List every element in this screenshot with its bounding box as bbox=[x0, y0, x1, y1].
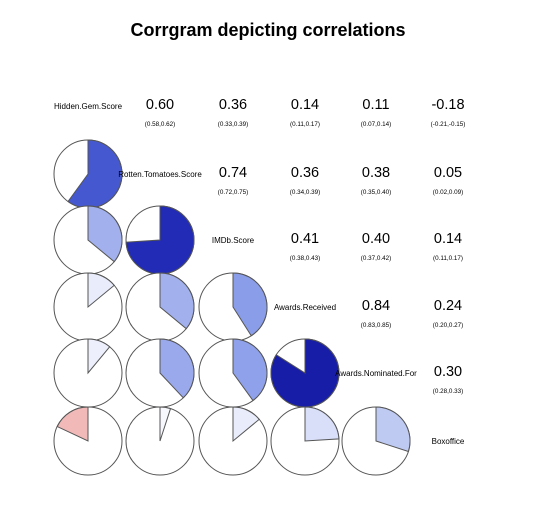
lower-panel-pies bbox=[53, 139, 411, 476]
correlation-value: 0.74 bbox=[219, 165, 247, 181]
correlation-value: 0.14 bbox=[291, 97, 319, 113]
corr-cell-IMDb.Score-Awards.Received: 0.41 (0.38,0.43) bbox=[290, 231, 320, 262]
diagonal-label: Awards.Received bbox=[274, 303, 336, 312]
confidence-interval: (0.37,0.42) bbox=[361, 255, 391, 262]
corr-cell-Hidden.Gem.Score-Awards.Nominated.For: 0.11 (0.07,0.14) bbox=[361, 97, 391, 128]
pie-slice bbox=[159, 406, 172, 442]
confidence-interval: (0.07,0.14) bbox=[361, 121, 391, 128]
correlation-value: 0.24 bbox=[434, 298, 462, 314]
pie-Awards.Nominated.For-IMDb.Score bbox=[198, 338, 268, 408]
pie-Boxoffice-Hidden.Gem.Score bbox=[53, 406, 123, 476]
pie-slice bbox=[87, 205, 123, 263]
corr-cell-Hidden.Gem.Score-Awards.Received: 0.14 (0.11,0.17) bbox=[290, 97, 320, 128]
diagonal-label: Boxoffice bbox=[432, 437, 465, 446]
confidence-interval: (0.34,0.39) bbox=[290, 189, 320, 196]
confidence-interval: (0.11,0.17) bbox=[433, 255, 463, 262]
confidence-interval: (0.58,0.62) bbox=[145, 121, 175, 128]
pie-Boxoffice-IMDb.Score bbox=[198, 406, 268, 476]
pie-Awards.Nominated.For-Hidden.Gem.Score bbox=[53, 338, 123, 408]
corr-cell-Hidden.Gem.Score-Rotten.Tomatoes.Score: 0.60 (0.58,0.62) bbox=[145, 97, 175, 128]
corr-cell-Hidden.Gem.Score-IMDb.Score: 0.36 (0.33,0.39) bbox=[218, 97, 248, 128]
pie-slice bbox=[87, 338, 111, 375]
corr-cell-IMDb.Score-Awards.Nominated.For: 0.40 (0.37,0.42) bbox=[361, 231, 391, 262]
correlation-value: 0.36 bbox=[219, 97, 247, 113]
confidence-interval: (0.35,0.40) bbox=[361, 189, 391, 196]
pie-Awards.Received-IMDb.Score bbox=[198, 272, 268, 342]
confidence-interval: (0.20,0.27) bbox=[433, 322, 463, 329]
pie-slice bbox=[56, 406, 89, 442]
correlation-value: 0.11 bbox=[362, 97, 389, 113]
pie-slice bbox=[304, 406, 340, 442]
pie-slice bbox=[232, 338, 268, 402]
pie-slice bbox=[87, 272, 115, 309]
confidence-interval: (0.11,0.17) bbox=[290, 121, 320, 128]
confidence-interval: (0.02,0.09) bbox=[433, 189, 463, 196]
confidence-interval: (0.83,0.85) bbox=[361, 322, 391, 329]
diagonal-label: Hidden.Gem.Score bbox=[54, 102, 123, 111]
confidence-interval: (0.28,0.33) bbox=[433, 388, 463, 395]
pie-Awards.Nominated.For-Awards.Received bbox=[270, 338, 340, 408]
pie-slice bbox=[270, 338, 340, 408]
pie-Boxoffice-Awards.Received bbox=[270, 406, 340, 476]
correlation-value: 0.30 bbox=[434, 364, 462, 380]
corr-cell-Rotten.Tomatoes.Score-Awards.Received: 0.36 (0.34,0.39) bbox=[290, 165, 320, 196]
pie-slice bbox=[125, 205, 195, 275]
corr-cell-Rotten.Tomatoes.Score-Boxoffice: 0.05 (0.02,0.09) bbox=[433, 165, 463, 196]
pie-slice bbox=[232, 272, 268, 337]
pie-slice bbox=[232, 406, 260, 443]
corr-cell-Awards.Received-Awards.Nominated.For: 0.84 (0.83,0.85) bbox=[361, 298, 391, 329]
pie-Boxoffice-Rotten.Tomatoes.Score bbox=[125, 406, 195, 476]
pie-Rotten.Tomatoes.Score-Hidden.Gem.Score bbox=[53, 139, 123, 209]
corr-cell-IMDb.Score-Boxoffice: 0.14 (0.11,0.17) bbox=[433, 231, 463, 262]
confidence-interval: (0.38,0.43) bbox=[290, 255, 320, 262]
pie-Awards.Nominated.For-Rotten.Tomatoes.Score bbox=[125, 338, 195, 408]
correlation-value: 0.41 bbox=[291, 231, 319, 247]
confidence-interval: (-0.21,-0.15) bbox=[431, 121, 466, 128]
pie-IMDb.Score-Rotten.Tomatoes.Score bbox=[125, 205, 195, 275]
correlation-value: -0.18 bbox=[431, 97, 464, 113]
diagonal-label: Awards.Nominated.For bbox=[335, 369, 417, 378]
corr-cell-Rotten.Tomatoes.Score-Awards.Nominated.For: 0.38 (0.35,0.40) bbox=[361, 165, 391, 196]
diagonal-labels: Hidden.Gem.Score Rotten.Tomatoes.Score IMD… bbox=[54, 102, 465, 446]
pie-Awards.Received-Rotten.Tomatoes.Score bbox=[125, 272, 195, 342]
corr-cell-Rotten.Tomatoes.Score-IMDb.Score: 0.74 (0.72,0.75) bbox=[218, 165, 248, 196]
pie-slice bbox=[375, 406, 411, 453]
pie-Boxoffice-Awards.Nominated.For bbox=[341, 406, 411, 476]
correlation-value: 0.84 bbox=[362, 298, 390, 314]
corr-cell-Awards.Nominated.For-Boxoffice: 0.30 (0.28,0.33) bbox=[433, 364, 463, 395]
confidence-interval: (0.33,0.39) bbox=[218, 121, 248, 128]
diagonal-label: IMDb.Score bbox=[212, 236, 255, 245]
correlation-value: 0.60 bbox=[146, 97, 174, 113]
correlation-value: 0.36 bbox=[291, 165, 319, 181]
diagonal-label: Rotten.Tomatoes.Score bbox=[118, 170, 202, 179]
pie-slice bbox=[159, 272, 195, 330]
pie-slice bbox=[159, 338, 195, 399]
confidence-interval: (0.72,0.75) bbox=[218, 189, 248, 196]
correlation-value: 0.05 bbox=[434, 165, 462, 181]
corr-cell-Awards.Received-Boxoffice: 0.24 (0.20,0.27) bbox=[433, 298, 463, 329]
correlation-value: 0.14 bbox=[434, 231, 462, 247]
chart-title: Corrgram depicting correlations bbox=[130, 20, 405, 40]
correlation-value: 0.38 bbox=[362, 165, 390, 181]
pie-IMDb.Score-Hidden.Gem.Score bbox=[53, 205, 123, 275]
corr-cell-Hidden.Gem.Score-Boxoffice: -0.18 (-0.21,-0.15) bbox=[431, 97, 466, 128]
upper-panel-values: 0.60 (0.58,0.62) 0.36 (0.33,0.39) 0.14 (0.11,… bbox=[145, 97, 466, 395]
pie-Awards.Received-Hidden.Gem.Score bbox=[53, 272, 123, 342]
correlation-value: 0.40 bbox=[362, 231, 390, 247]
